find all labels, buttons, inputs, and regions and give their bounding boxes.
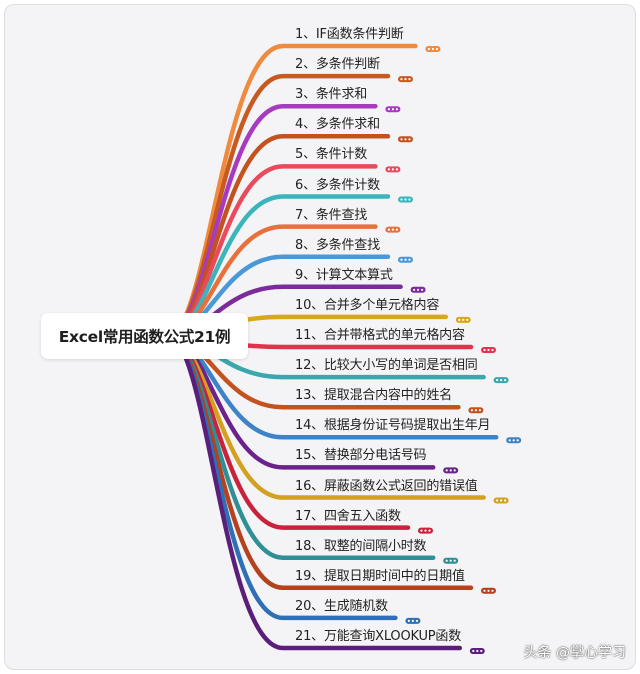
- branch-label-17[interactable]: 17、四舍五入函数: [295, 508, 401, 524]
- collapse-toggle-15[interactable]: [443, 467, 459, 474]
- branch-label-19[interactable]: 19、提取日期时间中的日期值: [295, 568, 465, 584]
- collapse-toggle-18[interactable]: [443, 557, 459, 564]
- collapse-toggle-1[interactable]: [425, 46, 441, 52]
- collapse-toggle-21[interactable]: [469, 648, 485, 654]
- collapse-toggle-2[interactable]: [398, 76, 413, 83]
- branch-label-13[interactable]: 13、提取混合内容中的姓名: [295, 388, 452, 404]
- collapse-toggle-8[interactable]: [398, 256, 413, 263]
- collapse-toggle-9[interactable]: [410, 286, 426, 293]
- branch-label-16[interactable]: 16、屏蔽函数公式返回的错误值: [295, 478, 478, 494]
- collapse-toggle-11[interactable]: [481, 347, 496, 353]
- collapse-toggle-17[interactable]: [418, 527, 433, 534]
- branch-label-8[interactable]: 8、多条件查找: [295, 237, 380, 253]
- branch-label-6[interactable]: 6、多条件计数: [295, 177, 380, 193]
- branch-label-7[interactable]: 7、条件查找: [295, 207, 368, 223]
- collapse-toggle-5[interactable]: [385, 166, 401, 173]
- collapse-toggle-13[interactable]: [468, 407, 484, 414]
- branch-label-3[interactable]: 3、条件求和: [295, 87, 368, 103]
- branch-label-9[interactable]: 9、计算文本算式: [295, 267, 393, 283]
- collapse-toggle-7[interactable]: [385, 226, 401, 233]
- branch-label-4[interactable]: 4、多条件求和: [295, 117, 380, 133]
- branch-label-12[interactable]: 12、比较大小写的单词是否相同: [295, 358, 478, 374]
- collapse-toggle-16[interactable]: [493, 497, 509, 504]
- branch-label-21[interactable]: 21、万能查询XLOOKUP函数: [295, 629, 462, 644]
- collapse-toggle-12[interactable]: [493, 377, 509, 384]
- collapse-toggle-19[interactable]: [481, 587, 496, 594]
- branch-label-10[interactable]: 10、合并多个单元格内容: [295, 297, 440, 313]
- branch-label-2[interactable]: 2、多条件判断: [295, 57, 380, 73]
- branch-label-5[interactable]: 5、条件计数: [295, 147, 368, 163]
- branch-label-15[interactable]: 15、替换部分电话号码: [295, 448, 427, 464]
- collapse-toggle-14[interactable]: [506, 437, 522, 444]
- branch-label-14[interactable]: 14、根据身份证号码提取出生年月: [295, 418, 491, 434]
- collapse-toggle-10[interactable]: [455, 316, 471, 323]
- root-node[interactable]: Excel常用函数公式21例: [41, 313, 248, 359]
- branch-label-11[interactable]: 11、合并带格式的单元格内容: [295, 328, 465, 343]
- branch-label-1[interactable]: 1、IF函数条件判断: [295, 27, 404, 42]
- collapse-toggle-4[interactable]: [398, 136, 413, 143]
- collapse-toggle-20[interactable]: [405, 617, 421, 624]
- watermark: 头条 @掌心学习: [523, 645, 626, 661]
- collapse-toggle-3[interactable]: [385, 106, 401, 113]
- collapse-toggle-6[interactable]: [398, 196, 413, 203]
- branch-label-20[interactable]: 20、生成随机数: [295, 598, 388, 614]
- branch-label-18[interactable]: 18、取整的间隔小时数: [295, 538, 427, 554]
